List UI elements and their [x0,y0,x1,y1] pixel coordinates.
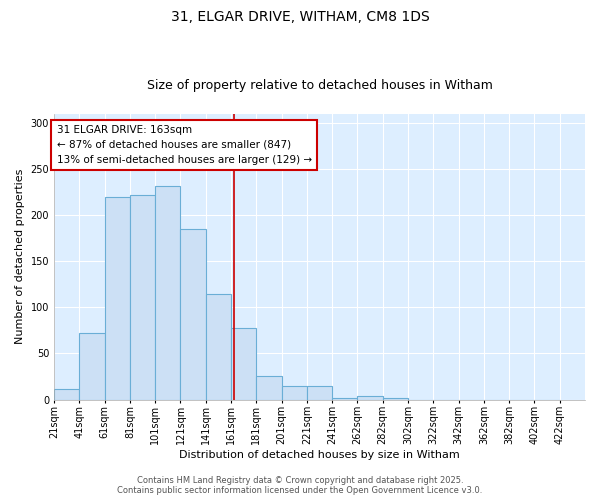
Bar [307,386,332,400]
Bar [383,398,408,400]
Bar [155,186,181,400]
Bar [281,386,307,400]
Title: Size of property relative to detached houses in Witham: Size of property relative to detached ho… [146,79,493,92]
Bar [54,390,79,400]
Bar [104,197,130,400]
Text: Contains HM Land Registry data © Crown copyright and database right 2025.
Contai: Contains HM Land Registry data © Crown c… [118,476,482,495]
Bar [256,376,281,400]
Bar [206,294,231,400]
Text: 31 ELGAR DRIVE: 163sqm
← 87% of detached houses are smaller (847)
13% of semi-de: 31 ELGAR DRIVE: 163sqm ← 87% of detached… [56,125,311,164]
Bar [358,396,383,400]
X-axis label: Distribution of detached houses by size in Witham: Distribution of detached houses by size … [179,450,460,460]
Bar [79,333,104,400]
Bar [332,398,358,400]
Y-axis label: Number of detached properties: Number of detached properties [15,169,25,344]
Bar [181,229,206,400]
Bar [231,328,256,400]
Text: 31, ELGAR DRIVE, WITHAM, CM8 1DS: 31, ELGAR DRIVE, WITHAM, CM8 1DS [170,10,430,24]
Bar [130,195,155,400]
